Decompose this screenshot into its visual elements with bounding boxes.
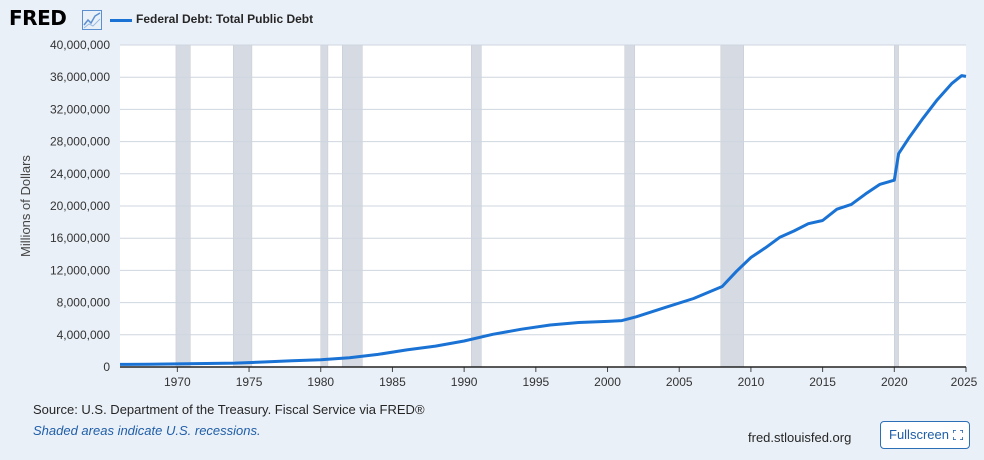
line-chart: 0 4,000,000 8,000,000 12,000,000 16,000,000 2…	[18, 38, 978, 389]
y-tick-label: 20,000,000	[50, 199, 110, 213]
fullscreen-button[interactable]: Fullscreen	[880, 421, 970, 449]
x-tick-label: 2010	[738, 375, 765, 389]
y-tick-label: 40,000,000	[50, 38, 110, 52]
y-axis-label: Millions of Dollars	[18, 155, 33, 257]
x-tick-label: 1990	[451, 375, 478, 389]
fullscreen-label: Fullscreen	[889, 427, 949, 442]
x-tick-label: 1995	[522, 375, 549, 389]
x-tick-label: 2005	[666, 375, 693, 389]
legend-series-label: Federal Debt: Total Public Debt	[136, 12, 314, 26]
x-tick-label: 2025	[951, 375, 978, 389]
y-tick-label: 12,000,000	[50, 263, 110, 277]
x-tick-label: 1985	[379, 375, 406, 389]
y-tick-label: 0	[103, 360, 110, 374]
x-tick-label: 1980	[307, 375, 334, 389]
y-tick-label: 28,000,000	[50, 135, 110, 149]
y-tick-label: 32,000,000	[50, 102, 110, 116]
series-line[interactable]	[119, 74, 967, 366]
x-tick-label: 1970	[164, 375, 191, 389]
y-tick-label: 4,000,000	[57, 328, 111, 342]
expand-corners-icon	[953, 430, 963, 440]
x-tick-label: 2020	[881, 375, 908, 389]
gridlines	[120, 44, 966, 336]
y-tick-label: 36,000,000	[50, 70, 110, 84]
fred-logo[interactable]: FRED	[9, 6, 67, 30]
y-tick-label: 24,000,000	[50, 167, 110, 181]
recession-note: Shaded areas indicate U.S. recessions.	[33, 423, 261, 438]
legend-line-swatch	[110, 19, 132, 22]
x-axis-ticks: 1970 1975 1980 1985 1990 1995 2000 2005 2010 2015…	[164, 367, 978, 389]
x-tick-label: 2000	[594, 375, 621, 389]
trend-chart-icon	[82, 10, 102, 30]
y-tick-label: 16,000,000	[50, 231, 110, 245]
x-tick-label: 1975	[236, 375, 263, 389]
site-url[interactable]: fred.stlouisfed.org	[748, 430, 852, 445]
y-tick-label: 8,000,000	[57, 296, 111, 310]
x-tick-label: 2015	[809, 375, 836, 389]
source-note: Source: U.S. Department of the Treasury.…	[33, 402, 425, 417]
chart-header: FRED Federal Debt: Total Public Debt	[0, 0, 984, 40]
y-axis-ticks: 0 4,000,000 8,000,000 12,000,000 16,000,000 2…	[50, 38, 110, 374]
